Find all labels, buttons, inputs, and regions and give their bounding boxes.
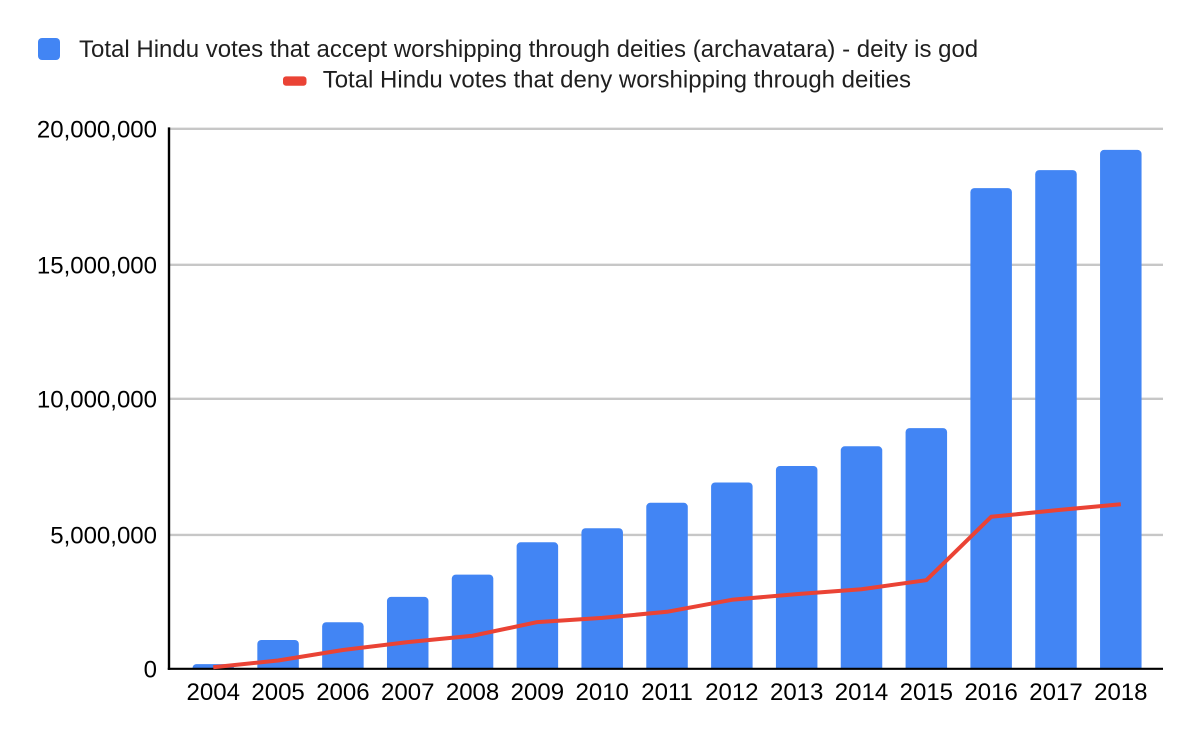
svg-text:0: 0: [144, 656, 157, 683]
svg-text:2010: 2010: [576, 679, 629, 706]
svg-text:20,000,000: 20,000,000: [37, 116, 157, 143]
svg-text:2012: 2012: [705, 679, 758, 706]
svg-text:10,000,000: 10,000,000: [37, 386, 157, 413]
svg-text:2017: 2017: [1029, 679, 1082, 706]
svg-text:15,000,000: 15,000,000: [37, 252, 157, 279]
svg-text:Total Hindu votes that accept: Total Hindu votes that accept worshippin…: [79, 36, 978, 63]
svg-text:2013: 2013: [770, 679, 823, 706]
svg-text:2018: 2018: [1094, 679, 1147, 706]
svg-text:Total Hindu votes that deny wo: Total Hindu votes that deny worshipping …: [323, 66, 911, 93]
svg-text:2014: 2014: [835, 679, 888, 706]
svg-text:2016: 2016: [964, 679, 1017, 706]
svg-text:2006: 2006: [316, 679, 369, 706]
svg-text:2009: 2009: [511, 679, 564, 706]
svg-text:2007: 2007: [381, 679, 434, 706]
svg-text:2008: 2008: [446, 679, 499, 706]
svg-text:2011: 2011: [641, 679, 693, 706]
svg-text:5,000,000: 5,000,000: [50, 522, 157, 549]
svg-text:2015: 2015: [900, 679, 953, 706]
svg-text:2005: 2005: [251, 679, 304, 706]
svg-text:2004: 2004: [187, 679, 240, 706]
